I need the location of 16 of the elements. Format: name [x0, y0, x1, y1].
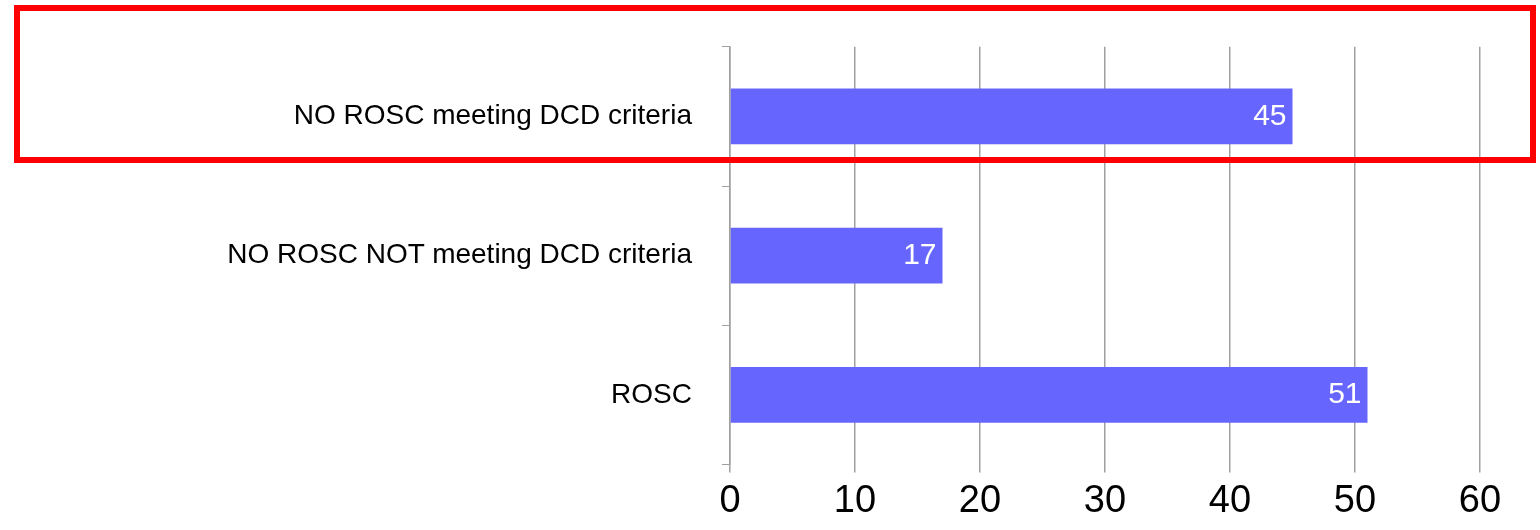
- y-tick-label: NO ROSC NOT meeting DCD criteria: [227, 238, 693, 270]
- x-tick-label: 30: [1083, 477, 1127, 520]
- y-tick-label: NO ROSC meeting DCD criteria: [293, 99, 693, 131]
- x-tick-label: 0: [719, 477, 741, 520]
- bar: [730, 227, 943, 284]
- x-tick-label: 10: [833, 477, 877, 520]
- x-tick-label: 60: [1458, 477, 1502, 520]
- data-label: 51: [1328, 376, 1362, 410]
- bar: [730, 366, 1368, 423]
- x-tick-label: 20: [958, 477, 1002, 520]
- x-tick-label: 50: [1333, 477, 1377, 520]
- data-label: 17: [903, 236, 937, 270]
- x-tick-label: 40: [1208, 477, 1252, 520]
- y-tick-label: ROSC: [611, 377, 692, 409]
- bar: [730, 88, 1293, 145]
- data-label: 45: [1253, 97, 1287, 131]
